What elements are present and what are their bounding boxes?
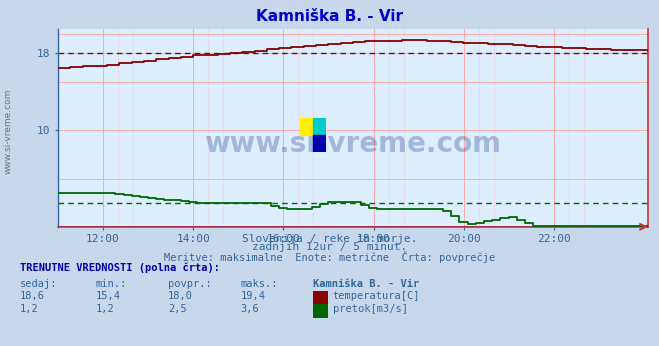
Text: min.:: min.:	[96, 279, 127, 289]
Text: Meritve: maksimalne  Enote: metrične  Črta: povprečje: Meritve: maksimalne Enote: metrične Črta…	[164, 251, 495, 263]
Bar	[313, 135, 326, 152]
Text: 15,4: 15,4	[96, 291, 121, 301]
Text: temperatura[C]: temperatura[C]	[333, 291, 420, 301]
Text: pretok[m3/s]: pretok[m3/s]	[333, 304, 408, 315]
Text: TRENUTNE VREDNOSTI (polna črta):: TRENUTNE VREDNOSTI (polna črta):	[20, 263, 219, 273]
Text: www.si-vreme.com: www.si-vreme.com	[204, 130, 501, 158]
Text: 1,2: 1,2	[96, 304, 114, 315]
Text: 18,6: 18,6	[20, 291, 45, 301]
Text: www.si-vreme.com: www.si-vreme.com	[4, 89, 13, 174]
Text: zadnjih 12ur / 5 minut.: zadnjih 12ur / 5 minut.	[252, 242, 407, 252]
Text: 3,6: 3,6	[241, 304, 259, 315]
Text: Slovenija / reke in morje.: Slovenija / reke in morje.	[242, 234, 417, 244]
Bar	[313, 118, 326, 135]
Text: Kamniška B. - Vir: Kamniška B. - Vir	[313, 279, 419, 289]
Text: 19,4: 19,4	[241, 291, 266, 301]
Text: maks.:: maks.:	[241, 279, 278, 289]
Text: 18,0: 18,0	[168, 291, 193, 301]
Text: povpr.:: povpr.:	[168, 279, 212, 289]
Text: sedaj:: sedaj:	[20, 279, 57, 289]
Text: Kamniška B. - Vir: Kamniška B. - Vir	[256, 9, 403, 24]
Text: 2,5: 2,5	[168, 304, 186, 315]
Text: 1,2: 1,2	[20, 304, 38, 315]
Bar	[300, 118, 313, 135]
